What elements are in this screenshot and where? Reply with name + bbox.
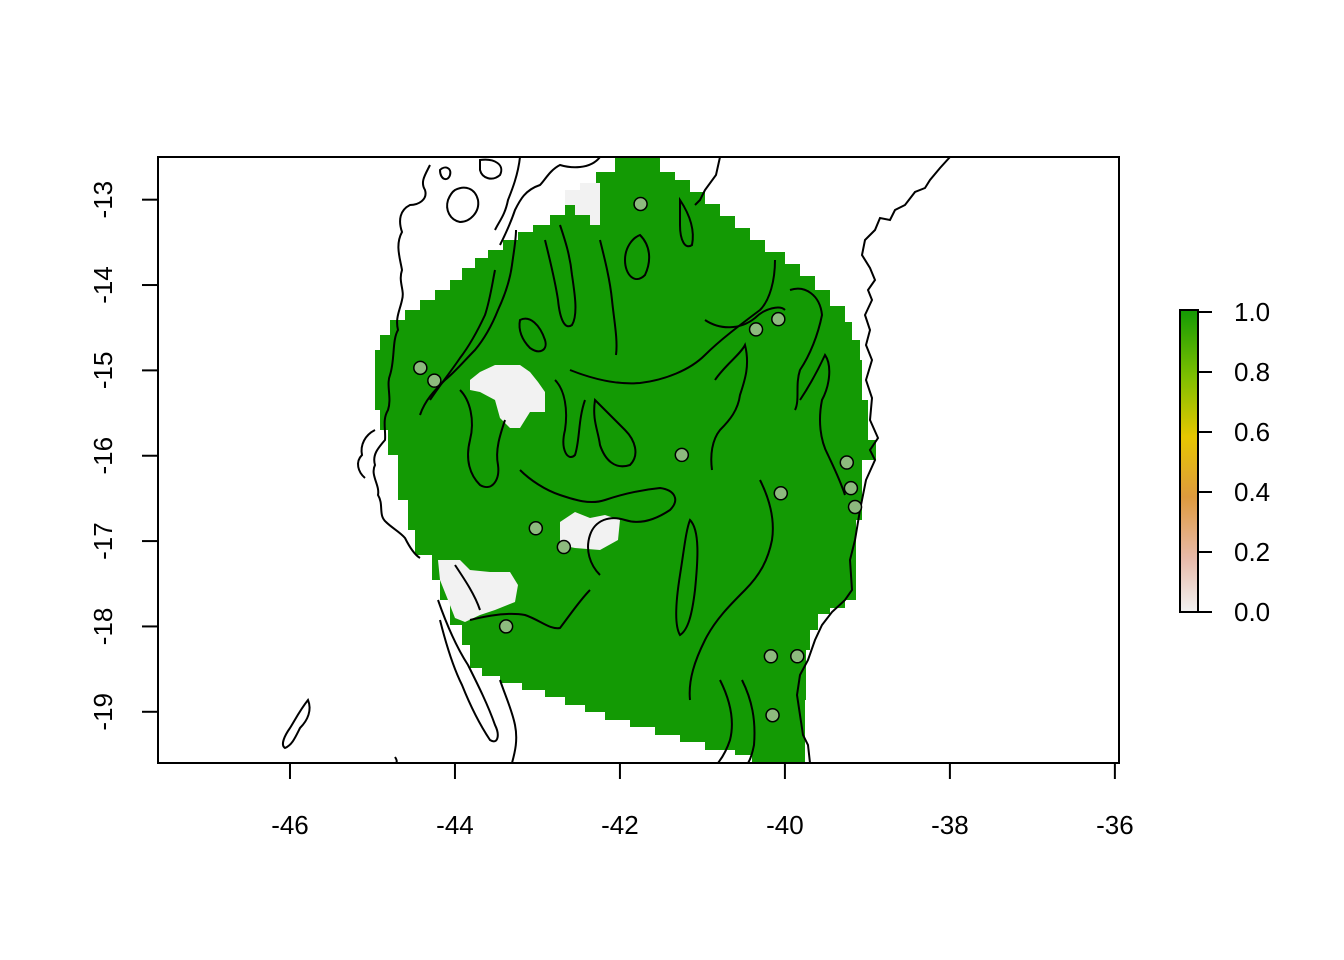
occurrence-point <box>674 447 690 463</box>
legend-tick-label: 0.8 <box>1234 357 1270 387</box>
y-tick-label: -14 <box>88 266 118 304</box>
occurrence-point <box>633 196 648 212</box>
occurrence-point <box>847 499 863 515</box>
legend-color-bar <box>1179 309 1199 613</box>
occurrence-point <box>427 373 442 388</box>
x-tick-label: -42 <box>601 810 639 840</box>
x-tick-label: -38 <box>931 810 969 840</box>
y-axis: -13 -14 -15 -16 -17 -18 -19 <box>88 181 159 731</box>
legend-tick-label: 0.4 <box>1234 477 1270 507</box>
occurrence-point <box>528 521 544 536</box>
legend-tick-label: 1.0 <box>1234 297 1270 327</box>
map-plot-area <box>281 157 951 763</box>
occurrence-point <box>771 311 786 327</box>
occurrence-points <box>413 196 863 723</box>
occurrence-point <box>790 649 805 664</box>
y-tick-label: -13 <box>88 181 118 219</box>
presence-raster <box>375 157 876 763</box>
occurrence-point <box>773 486 789 501</box>
y-tick-label: -18 <box>88 608 118 646</box>
legend-tick-label: 0.6 <box>1234 417 1270 447</box>
legend-tick-label: 0.0 <box>1234 597 1270 627</box>
occurrence-point <box>765 707 780 723</box>
x-tick-label: -40 <box>766 810 804 840</box>
occurrence-point <box>556 539 572 555</box>
y-tick-label: -15 <box>88 352 118 390</box>
occurrence-point <box>413 360 428 376</box>
x-tick-label: -36 <box>1096 810 1134 840</box>
y-tick-label: -16 <box>88 437 118 475</box>
occurrence-point <box>839 455 855 470</box>
outline-lines <box>281 157 951 763</box>
x-tick-label: -44 <box>436 810 474 840</box>
y-tick-label: -17 <box>88 522 118 560</box>
occurrence-point <box>748 322 764 337</box>
occurrence-point <box>763 649 779 664</box>
occurrence-point <box>843 480 859 496</box>
legend-tick-label: 0.2 <box>1234 537 1270 567</box>
y-tick-label: -19 <box>88 693 118 731</box>
occurrence-point <box>498 619 514 634</box>
legend: 1.0 0.8 0.6 0.4 0.2 0.0 <box>1179 297 1270 627</box>
absence-patches <box>438 183 620 622</box>
x-axis: -46 -44 -42 -40 -38 -36 <box>271 762 1134 840</box>
x-tick-label: -46 <box>271 810 309 840</box>
